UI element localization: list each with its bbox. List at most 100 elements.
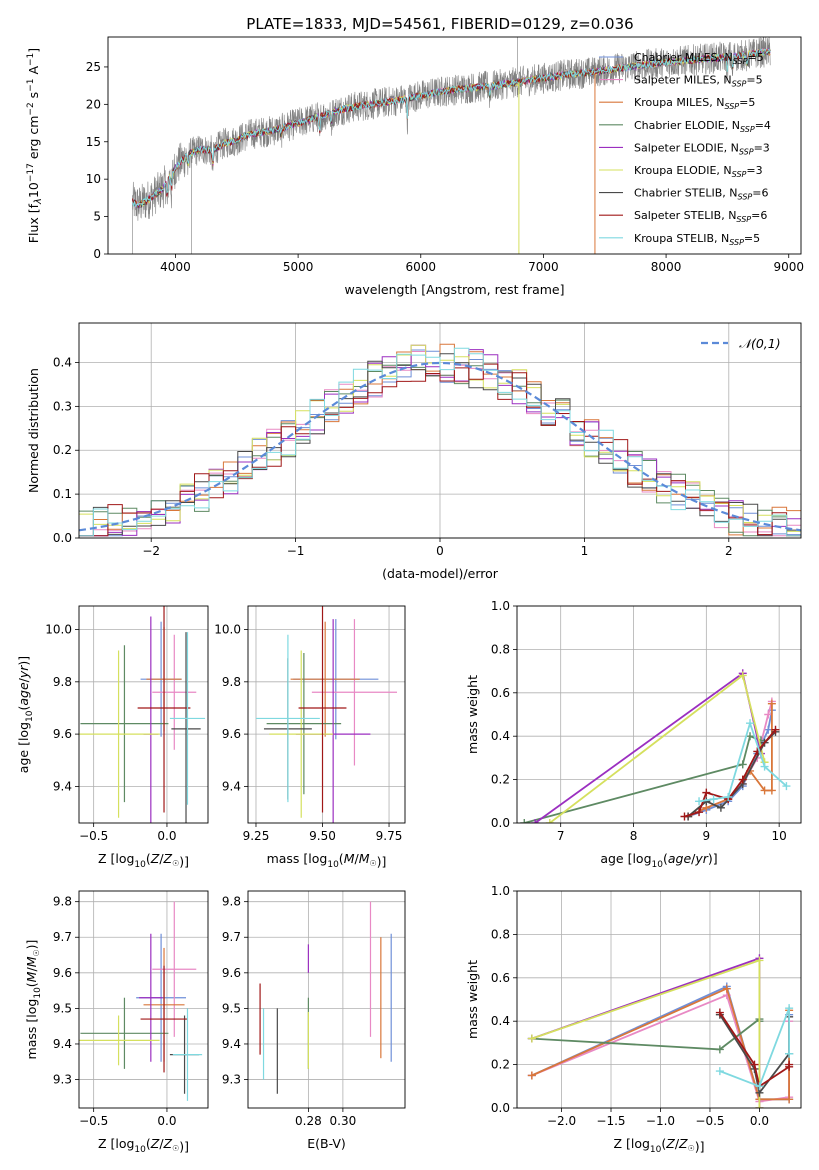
errorbars [259, 901, 392, 1094]
y-tick-label: 9.3 [53, 1073, 72, 1087]
y-tick-label: 0.6 [491, 971, 510, 985]
x-axis-label: age [log10(age/yr)] [600, 851, 717, 870]
x-tick-label: 10 [772, 829, 787, 843]
hist-lines [79, 343, 801, 537]
y-tick-label: 0.4 [491, 729, 510, 743]
x-tick-label: 0.0 [157, 1114, 176, 1128]
y-tick-label: 0.6 [491, 686, 510, 700]
x-tick-label: 9.50 [309, 829, 336, 843]
y-axis-label: Flux [fλ10−17 erg cm−2 s−1 A−1] [26, 48, 44, 243]
y-tick-label: 10.0 [45, 623, 72, 637]
x-tick-label: −0.5 [79, 829, 108, 843]
weight-marker [764, 725, 773, 734]
x-tick-label: 0 [436, 544, 444, 558]
y-tick-label: 9.5 [53, 1001, 72, 1015]
x-tick-label: 1 [581, 544, 589, 558]
y-tick-label: 9.4 [53, 1037, 72, 1051]
y-tick-label: 10.0 [214, 623, 241, 637]
legend-label: 𝒩(0,1) [739, 336, 781, 351]
weight-marker [738, 775, 747, 784]
weight-marker [771, 725, 780, 734]
x-tick-label: 6000 [405, 260, 436, 274]
y-tick-label: 0 [93, 247, 101, 261]
y-tick-label: 9.8 [53, 675, 72, 689]
y-tick-label: 9.7 [53, 930, 72, 944]
x-tick-label: −2 [142, 544, 160, 558]
y-tick-label: 25 [86, 60, 101, 74]
weight-marker [746, 719, 755, 728]
weight-marker [746, 732, 755, 741]
x-tick-label: 9.25 [243, 829, 270, 843]
y-axis-label: mass weight [465, 960, 480, 1039]
y-tick-label: 5 [93, 210, 101, 224]
weight-marker [755, 956, 764, 965]
axes-frame [247, 605, 406, 824]
x-tick-label: −2.0 [547, 1114, 576, 1128]
x-tick-label: −0.5 [79, 1114, 108, 1128]
x-tick-label: 0.28 [295, 1114, 322, 1128]
weight-marker [760, 786, 769, 795]
y-tick-label: 0.1 [53, 487, 72, 501]
axes-frame [78, 890, 209, 1109]
x-tick-label: 5000 [283, 260, 314, 274]
y-tick-label: 9.5 [222, 1001, 241, 1015]
y-tick-label: 9.8 [53, 895, 72, 909]
mass_vs_ebv-panel: 0.28 0.30 9.3 9.4 9.5 9.6 9.7 9.8 E(B-V) [222, 890, 406, 1151]
weight-marker [764, 710, 773, 719]
x-axis-label: Z [log10(Z/Z☉)] [98, 1136, 189, 1155]
weight-marker [695, 808, 704, 817]
spectrum-panel: 4000 5000 6000 7000 8000 9000 0 5 10 15 20 25 wavele… [26, 36, 804, 297]
spectrum-lines [132, 37, 771, 254]
mass_vs_Z-panel: −0.5 0.0 9.3 9.4 9.5 9.6 9.7 9.8 Z [log10(Z/Z☉)]… [24, 890, 209, 1155]
y-tick-label: 0.0 [53, 531, 72, 545]
y-tick-label: 0.8 [491, 642, 510, 656]
weight-marker [738, 760, 747, 769]
weight-line [719, 1007, 790, 1088]
weight-line [531, 959, 761, 1108]
legend-label: Kroupa MILES, NSSP=5 [634, 96, 755, 111]
spectrum-data-line [132, 37, 771, 221]
x-axis-label: Z [log10(Z/Z☉)] [613, 1136, 704, 1155]
legend-label: Chabrier STELIB, NSSP=6 [634, 187, 768, 202]
y-tick-label: 20 [86, 97, 101, 111]
weight-marker [715, 1008, 724, 1017]
y-tick-label: 0.4 [53, 355, 72, 369]
y-tick-label: 0.8 [491, 927, 510, 941]
y-tick-label: 1.0 [491, 884, 510, 898]
weight-marker [782, 782, 791, 791]
x-axis-label: Z [log10(Z/Z☉)] [98, 851, 189, 870]
massweight_vs_Z-panel: −2.0 −1.5 −1.0 −0.5 0.0 0.0 0.2 0.4 0.6 0.8 1.0 mas… [465, 884, 802, 1155]
x-tick-label: −1 [287, 544, 305, 558]
y-tick-label: 9.8 [222, 895, 241, 909]
y-tick-label: 9.6 [53, 966, 72, 980]
weight-marker [680, 812, 689, 821]
x-tick-label: 8 [630, 829, 638, 843]
massweight_vs_age-panel: 7 8 9 10 0.0 0.2 0.4 0.6 0.8 1.0 mass weight age [l… [465, 599, 802, 870]
histogram-step [79, 347, 801, 537]
y-tick-label: 9.7 [222, 930, 241, 944]
x-tick-label: 0.0 [750, 1114, 769, 1128]
weight-marker [695, 797, 704, 806]
y-tick-label: 9.4 [222, 779, 241, 793]
weight-marker [750, 1060, 759, 1069]
axes-frame [516, 605, 802, 824]
weight-marker [709, 795, 718, 804]
weight-marker [785, 1049, 794, 1058]
y-axis-label: Normed distribution [26, 368, 41, 493]
weight-marker [520, 819, 529, 823]
x-axis-label: wavelength [Angstrom, rest frame] [344, 282, 564, 297]
y-tick-label: 0.2 [491, 1058, 510, 1072]
weight-lines [520, 669, 791, 823]
errorbars [79, 606, 206, 823]
x-axis-label: E(B-V) [307, 1136, 346, 1151]
x-tick-label: −1.0 [646, 1114, 675, 1128]
y-tick-label: 9.4 [222, 1037, 241, 1051]
x-tick-label: 4000 [160, 260, 191, 274]
y-tick-label: 15 [86, 135, 101, 149]
x-tick-label: 2 [725, 544, 733, 558]
axes-frame [78, 322, 802, 539]
legend-label: Kroupa STELIB, NSSP=5 [634, 232, 760, 247]
age_vs_Z-panel: −0.5 0.0 9.4 9.6 9.8 10.0 Z [log10(Z/Z☉)] age [… [16, 605, 209, 870]
y-tick-label: 0.3 [53, 399, 72, 413]
